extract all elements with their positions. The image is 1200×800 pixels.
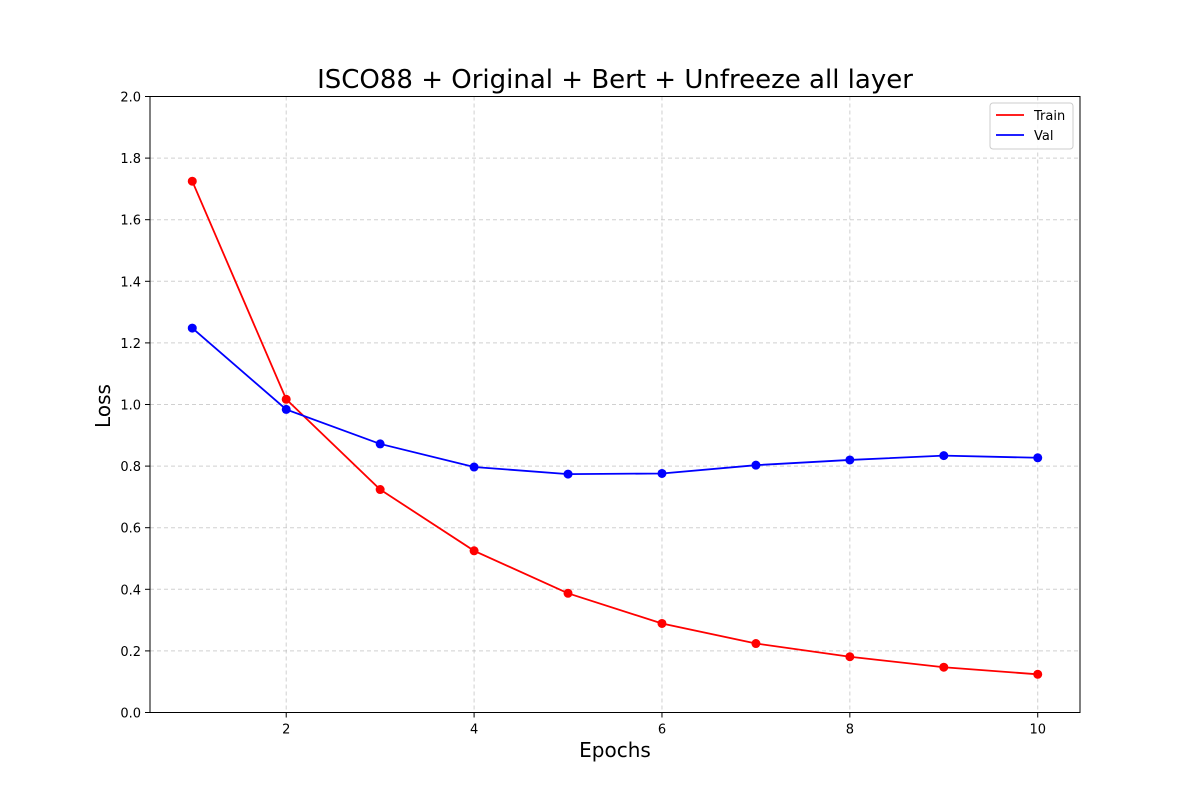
val-loss-line [191,327,1038,476]
chart-title: ISCO88 + Original + Bert + Unfreeze all … [317,65,913,95]
y-tick-label: 1.0 [120,399,141,414]
y-tick-label: 2.0 [120,91,141,106]
x-tick-label: 4 [470,723,478,738]
series-layer [187,176,1043,679]
val-point [1033,453,1043,463]
y-tick-label: 0.6 [120,522,141,537]
train-loss-line [191,180,1038,676]
y-tick-label: 1.8 [120,152,141,167]
val-point [563,469,573,479]
y-tick-label: 0.4 [120,583,141,598]
val-point [939,451,949,461]
val-point [469,462,479,472]
x-tick-label: 8 [846,723,854,738]
legend-label-train: Train [1033,109,1065,124]
y-tick-label: 1.6 [120,214,141,229]
y-tick-label: 0.8 [120,460,141,475]
x-axis-label: Epochs [579,738,651,762]
y-tick-label: 1.2 [120,337,141,352]
legend: Train Val [989,102,1074,150]
train-point [469,546,479,556]
train-point [939,662,949,672]
plot-frame [149,96,1081,713]
train-point [187,176,197,186]
train-point [1033,669,1043,679]
y-tick-label: 0.2 [120,645,141,660]
val-point [281,404,291,414]
legend-label-val: Val [1034,129,1053,144]
x-tick-label: 6 [658,723,666,738]
y-tick-label: 1.4 [120,275,141,290]
val-point [845,455,855,465]
x-tick-label: 10 [1029,723,1046,738]
axis-ticks: 2 4 6 8 10 0.0 0.2 0.4 0.6 0.8 1.0 1.2 1.4 1.6 1.8 2.0 [120,91,1046,738]
train-point [845,652,855,662]
y-tick-label: 0.0 [120,707,141,722]
train-point [751,639,761,649]
train-point [657,618,667,628]
y-axis-label: Loss [91,384,115,428]
val-point [657,468,667,478]
val-point [187,323,197,333]
x-tick-label: 2 [282,723,290,738]
val-point [375,439,385,449]
train-point [375,485,385,495]
train-point [281,394,291,404]
train-point [563,588,573,598]
val-point [751,460,761,470]
